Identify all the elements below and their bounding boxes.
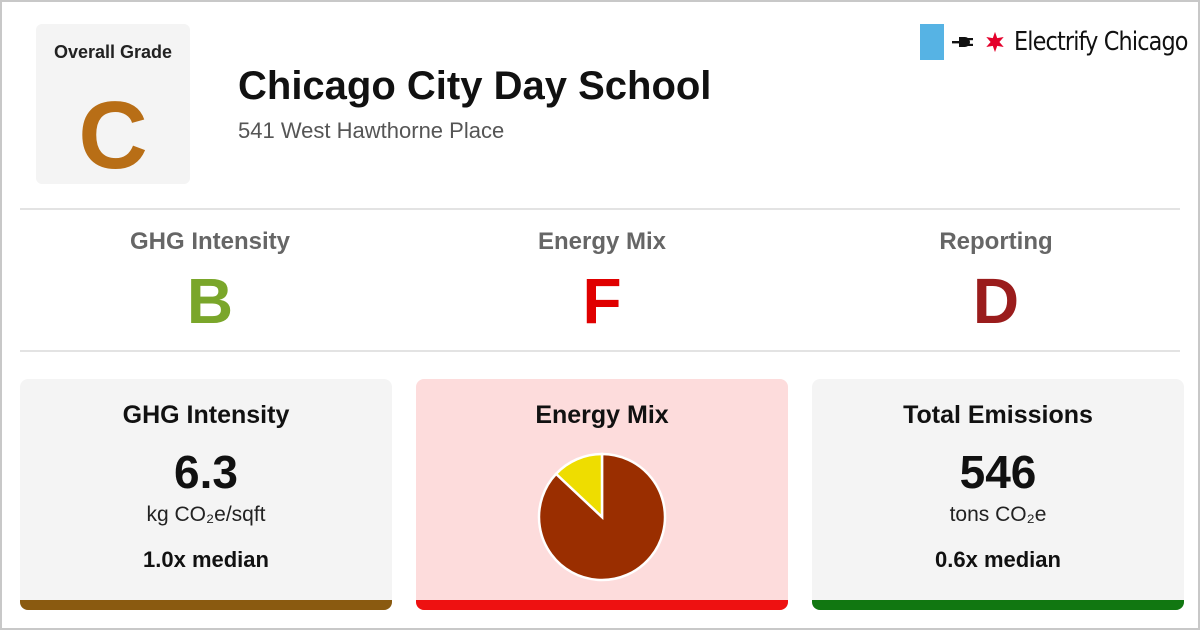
- energy-mix-card: Energy Mix: [416, 379, 788, 610]
- brand-name: Electrify Chicago: [1014, 27, 1188, 57]
- total-emissions-value: 546: [959, 446, 1037, 498]
- ghg-intensity-card: GHG Intensity 6.3 kg CO₂e/sqft 1.0x medi…: [20, 379, 392, 610]
- subgrade-letter: D: [972, 265, 1020, 337]
- subgrade-label: GHG Intensity: [129, 228, 291, 255]
- pie-slice-1: [554, 452, 604, 520]
- overall-grade-label: Overall Grade: [53, 42, 173, 62]
- building-name: Chicago City Day School: [238, 64, 712, 108]
- energy-mix-pie-chart: [537, 452, 667, 582]
- subgrade-label: Energy Mix: [537, 228, 667, 255]
- plug-icon: [952, 37, 973, 47]
- star-icon: [986, 31, 1004, 53]
- grade-color-bar: [416, 600, 788, 610]
- overall-grade-letter: C: [78, 82, 148, 189]
- card-heading: Total Emissions: [903, 401, 1093, 429]
- ghg-intensity-unit: kg CO₂e/sqft: [146, 503, 266, 526]
- flag-icon: [920, 24, 944, 60]
- subgrade-ghg-intensity: GHG Intensity B: [20, 228, 400, 336]
- subgrade-reporting: Reporting D: [806, 228, 1186, 336]
- grade-color-bar: [20, 600, 392, 610]
- card-heading: Energy Mix: [535, 401, 669, 429]
- ghg-intensity-median: 1.0x median: [143, 547, 269, 572]
- ghg-intensity-value: 6.3: [174, 446, 238, 498]
- total-emissions-median: 0.6x median: [935, 547, 1061, 572]
- subgrade-letter: F: [582, 265, 622, 337]
- subgrade-label: Reporting: [939, 228, 1053, 255]
- divider: [20, 208, 1180, 210]
- overall-grade-box: Overall Grade C: [36, 24, 190, 184]
- building-address: 541 West Hawthorne Place: [238, 118, 505, 143]
- divider: [20, 350, 1180, 352]
- grade-color-bar: [812, 600, 1184, 610]
- total-emissions-unit: tons CO₂e: [949, 503, 1047, 526]
- brand-logo[interactable]: Electrify Chicago: [920, 24, 1188, 60]
- card-heading: GHG Intensity: [122, 401, 290, 429]
- total-emissions-card: Total Emissions 546 tons CO₂e 0.6x media…: [812, 379, 1184, 610]
- subgrade-letter: B: [186, 265, 234, 337]
- subgrade-energy-mix: Energy Mix F: [412, 228, 792, 336]
